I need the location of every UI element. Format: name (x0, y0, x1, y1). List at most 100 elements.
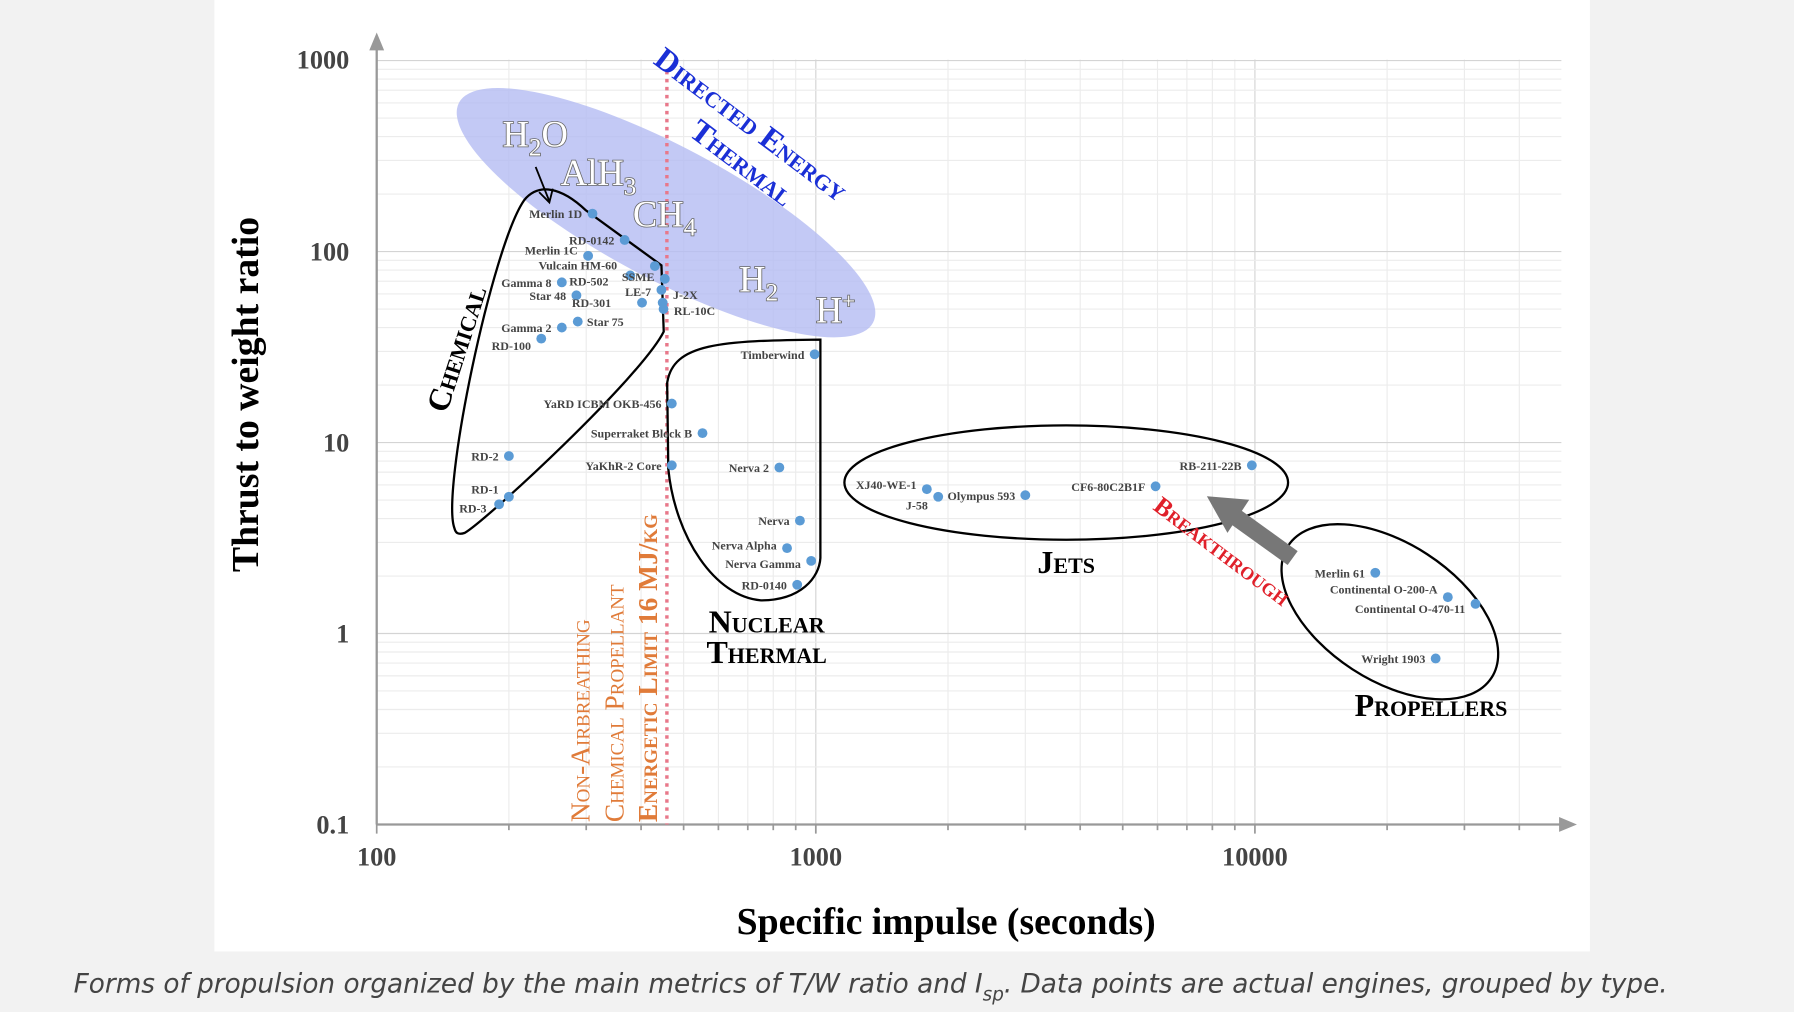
limit-label-line3: Energetic Limit 16 MJ/kg (633, 514, 663, 822)
nuclear-label-line2: Thermal (706, 634, 826, 670)
point-label-xj40-we-1: XJ40-WE-1 (856, 478, 917, 492)
axes (369, 32, 1577, 832)
data-point-gamma-2 (556, 322, 567, 333)
propellant-h2o: H2O (502, 113, 567, 161)
data-point-star-75 (572, 316, 583, 327)
point-label-yard-icbm-okb-456: YaRD ICBM OKB-456 (544, 397, 662, 411)
data-point-merlin-1c (583, 250, 594, 261)
point-label-merlin-1d: Merlin 1D (529, 207, 582, 221)
data-point-nerva (794, 515, 805, 526)
point-label-cf6-80c2b1f: CF6-80C2B1F (1071, 480, 1145, 494)
x-axis-title: Specific impulse (seconds) (737, 901, 1156, 943)
point-label-rd-2: RD-2 (471, 450, 498, 464)
data-point-star-48 (571, 290, 582, 301)
point-label-nerva: Nerva (758, 514, 789, 528)
point-label-olympus-593: Olympus 593 (948, 489, 1016, 503)
data-point-nerva-2 (774, 462, 785, 473)
figure-caption: Forms of propulsion organized by the mai… (74, 970, 1668, 1006)
propellant-ch4: CH4 (633, 193, 697, 241)
point-label-superraket-block-b: Superraket Block B (591, 427, 692, 441)
point-label-ssme: SSME (622, 270, 655, 284)
data-point-yakhr-2-core (666, 460, 677, 471)
data-point-rd-301 (637, 297, 647, 308)
point-label-rl-10c: RL-10C (674, 304, 715, 318)
point-label-rd-3: RD-3 (459, 501, 486, 515)
point-label-rd-100: RD-100 (492, 339, 531, 353)
data-point-rd-2 (503, 451, 514, 461)
y-tick-1: 1 (336, 620, 349, 649)
x-axis-ticks (375, 824, 1521, 834)
data-point-wright-1903 (1430, 653, 1441, 664)
data-point-olympus-593 (1020, 490, 1031, 501)
limit-label-line1: Non-Airbreathing (565, 619, 595, 822)
point-label-le-7: LE-7 (625, 285, 651, 299)
data-point-rd-0142 (619, 235, 630, 245)
data-point-j-58 (933, 491, 944, 502)
point-label-continental-o-470-11: Continental O-470-11 (1355, 602, 1465, 616)
data-point-superraket-block-b (697, 428, 708, 439)
point-label-rd-0140: RD-0140 (742, 578, 787, 592)
limit-label-line2: Chemical Propellant (600, 584, 630, 822)
point-label-rd-301: RD-301 (572, 296, 611, 310)
point-label-gamma-8: Gamma 8 (501, 276, 551, 290)
point-label-j-58: J-58 (906, 498, 928, 512)
data-point-nerva-alpha (782, 543, 792, 554)
point-label-rd-0142: RD-0142 (569, 234, 614, 248)
data-point-xj40-we-1 (921, 484, 932, 495)
point-label-vulcain-hm-60: Vulcain HM-60 (539, 258, 618, 272)
data-point-vulcain-hm-60 (649, 261, 660, 271)
y-tick-10: 10 (323, 429, 349, 458)
data-point-rb-211-22b (1246, 460, 1257, 471)
point-label-star-48: Star 48 (529, 289, 566, 303)
x-tick-10000: 10000 (1222, 843, 1288, 872)
jets-label: Jets (1037, 544, 1095, 580)
chart-panel (214, 0, 1590, 952)
propellant-h2: H2 (739, 259, 778, 307)
nuclear-outline (666, 338, 822, 602)
point-label-rd-502: RD-502 (569, 275, 608, 289)
data-point-rd-3 (494, 499, 505, 510)
point-label-wright-1903: Wright 1903 (1361, 652, 1425, 666)
point-label-timberwind: Timberwind (741, 348, 805, 362)
point-label-nerva-gamma: Nerva Gamma (725, 557, 801, 571)
point-label-merlin-61: Merlin 61 (1315, 566, 1365, 580)
data-point-rd-100 (536, 333, 547, 344)
data-point-rd-1 (503, 491, 514, 502)
y-tick-1000: 1000 (297, 46, 350, 75)
h2o-arrow (534, 166, 554, 205)
data-point-continental-o-200-a (1442, 592, 1453, 603)
data-point-rd-0140 (792, 579, 803, 590)
propellers-label: Propellers (1355, 687, 1508, 723)
propellant-alh3: AlH3 (561, 152, 637, 200)
data-point-cf6-80c2b1f (1150, 481, 1161, 492)
data-point-ssme (659, 273, 670, 284)
point-label-gamma-2: Gamma 2 (501, 321, 551, 335)
data-point-continental-o-470-11 (1470, 598, 1481, 609)
directed-energy-region (456, 88, 876, 338)
data-point-timberwind (809, 349, 820, 360)
data-point-yard-icbm-okb-456 (666, 398, 677, 409)
data-point-nerva-gamma (806, 555, 817, 566)
propellant-h-plus: H+ (816, 289, 855, 331)
data-point-merlin-1d (587, 208, 598, 219)
data-point-gamma-8 (556, 277, 567, 288)
y-tick-0.1: 0.1 (316, 811, 349, 840)
point-label-nerva-2: Nerva 2 (729, 461, 769, 475)
x-tick-1000: 1000 (790, 843, 843, 872)
y-axis-title: Thrust to weight ratio (225, 217, 267, 572)
data-point-rl-10c (658, 304, 669, 314)
point-label-nerva-alpha: Nerva Alpha (712, 538, 777, 552)
x-tick-100: 100 (357, 843, 396, 872)
breakthrough-arrow (1206, 496, 1298, 565)
point-label-star-75: Star 75 (587, 315, 624, 329)
point-label-j-2x: J-2X (673, 288, 698, 302)
nuclear-label-line1: Nuclear (709, 603, 826, 639)
data-point-le-7 (656, 284, 667, 295)
chemical-outline (451, 188, 665, 535)
y-tick-100: 100 (310, 238, 349, 267)
data-point-rd-502 (625, 270, 636, 281)
point-label-merlin-1c: Merlin 1C (525, 244, 578, 258)
jets-outline (843, 424, 1290, 541)
